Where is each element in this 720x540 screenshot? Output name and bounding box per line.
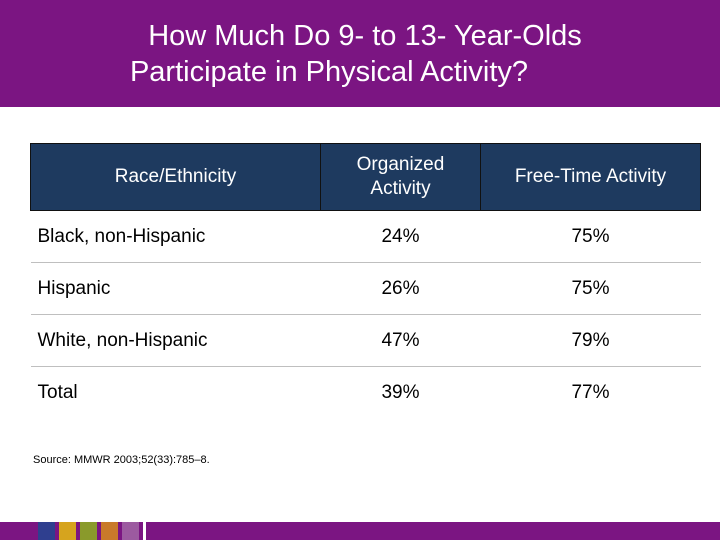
- free-time-value: 75%: [480, 210, 701, 263]
- row-label: White, non-Hispanic: [30, 314, 321, 367]
- free-time-value: 75%: [480, 262, 701, 315]
- source-citation: Source: MMWR 2003;52(33):785–8.: [33, 454, 210, 466]
- footer-swatch: [80, 522, 97, 540]
- row-label: Hispanic: [30, 262, 321, 315]
- table-row: Black, non-Hispanic 24% 75%: [30, 210, 701, 263]
- slide-title: How Much Do 9- to 13- Year-Olds Particip…: [0, 18, 720, 90]
- organized-value: 24%: [320, 210, 481, 263]
- footer-bar: [0, 522, 720, 540]
- table-row: White, non-Hispanic 47% 79%: [30, 314, 701, 367]
- free-time-value: 79%: [480, 314, 701, 367]
- row-label: Black, non-Hispanic: [30, 210, 321, 263]
- header-race-ethnicity: Race/Ethnicity: [30, 143, 321, 211]
- row-label: Total: [37, 381, 78, 403]
- table-header: Race/Ethnicity Organized Activity Free-T…: [30, 143, 701, 211]
- slide-title-line-1: How Much Do 9- to 13- Year-Olds: [148, 20, 582, 52]
- footer-swatch: [122, 522, 139, 540]
- organized-value: 47%: [320, 314, 481, 367]
- table-row: Total 39% 77%: [31, 367, 701, 419]
- footer-color-swatches: [38, 522, 143, 540]
- title-banner: How Much Do 9- to 13- Year-Olds Particip…: [0, 0, 720, 107]
- footer-swatch: [59, 522, 76, 540]
- activity-table: Race/Ethnicity Organized Activity Free-T…: [30, 143, 701, 418]
- header-organized-activity: Organized Activity: [320, 143, 481, 211]
- header-free-time-activity: Free-Time Activity: [480, 143, 701, 211]
- footer-swatch: [38, 522, 55, 540]
- organized-value: 26%: [320, 262, 481, 315]
- slide-title-line-2: Participate in Physical Activity?: [129, 56, 529, 88]
- footer-divider: [143, 522, 146, 540]
- footer-swatch: [101, 522, 118, 540]
- organized-value: 39%: [381, 381, 420, 403]
- free-time-value: 77%: [571, 381, 610, 403]
- table-row: Hispanic 26% 75%: [30, 262, 701, 315]
